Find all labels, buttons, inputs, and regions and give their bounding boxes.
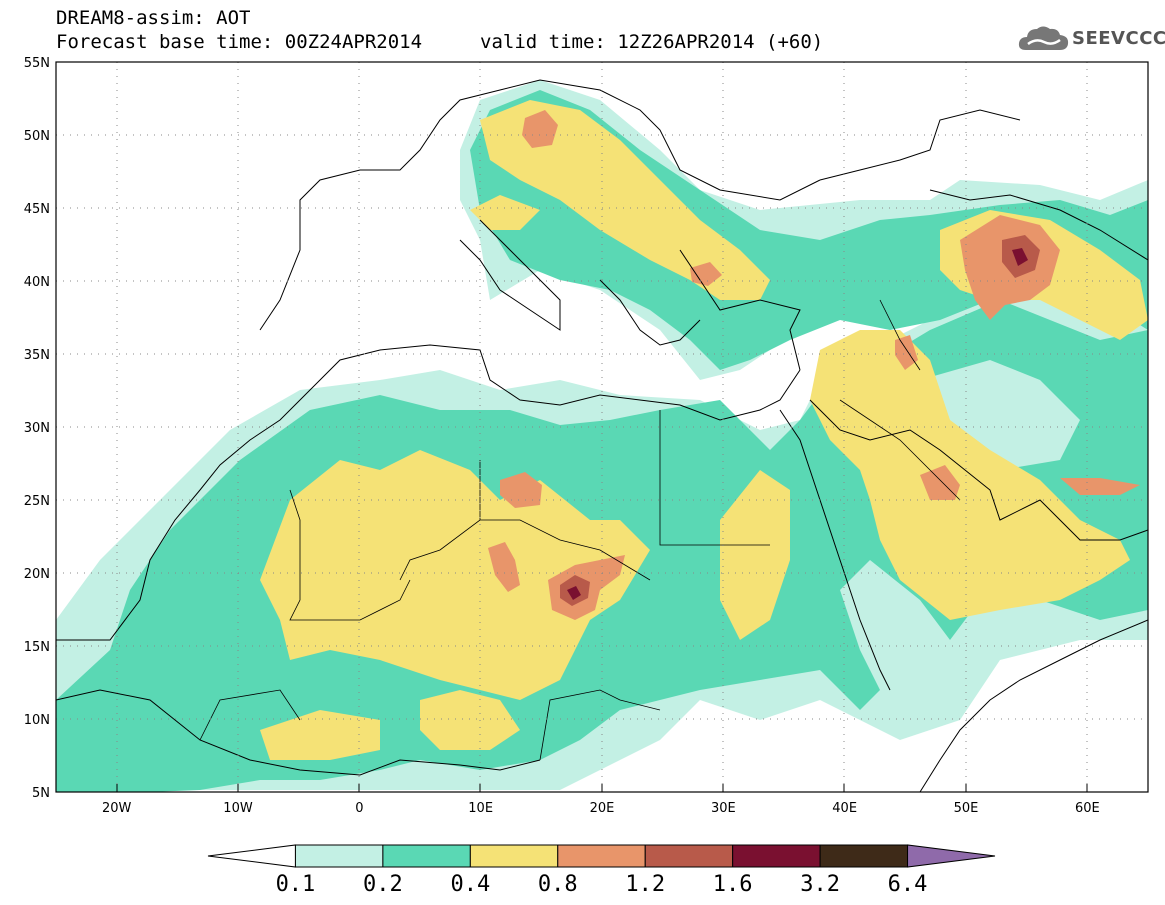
colorbar-level-label: 6.4 <box>887 872 928 897</box>
lon-label: 10E <box>468 801 493 816</box>
seevccc-logo: SEEVCCC <box>1018 24 1165 54</box>
colorbar-level-label: 0.4 <box>450 872 491 897</box>
lat-label: 45N <box>24 202 50 217</box>
colorbar-swatch <box>819 844 909 868</box>
base-time: Forecast base time: 00Z24APR2014 <box>56 31 423 53</box>
coastlines <box>56 79 1148 792</box>
lon-label: 50E <box>954 801 979 816</box>
lat-label: 25N <box>24 494 50 509</box>
colorbar-level-label: 1.6 <box>712 872 753 897</box>
cloud-icon <box>1018 26 1069 50</box>
lat-label: 55N <box>24 56 50 71</box>
lon-label: 0 <box>355 801 363 816</box>
aot-contours <box>56 62 1148 792</box>
tick-marks <box>116 784 1088 792</box>
lon-label: 60E <box>1075 801 1100 816</box>
colorbar-arrow-high <box>907 844 996 868</box>
lat-label: 30N <box>24 421 50 436</box>
lon-label: 10W <box>223 801 253 816</box>
colorbar-swatch <box>382 844 471 868</box>
colorbar-level-label: 0.8 <box>537 872 578 897</box>
latitude-labels: 55N 50N 45N 40N 35N 30N 25N 20N 15N 10N 5N <box>24 56 50 801</box>
colorbar <box>207 844 996 868</box>
lon-label: 40E <box>832 801 857 816</box>
colorbar-swatch <box>732 844 821 868</box>
colorbar-swatch <box>294 844 384 868</box>
lat-label: 40N <box>24 275 50 290</box>
map-title: DREAM8-assim: AOT <box>56 7 251 29</box>
colorbar-swatch <box>644 844 734 868</box>
gridlines <box>56 62 1148 792</box>
colorbar-swatch <box>469 844 559 868</box>
lat-label: 15N <box>24 640 50 655</box>
lat-label: 20N <box>24 567 50 582</box>
logo-text: SEEVCCC <box>1072 28 1165 49</box>
colorbar-level-label: 0.1 <box>275 872 316 897</box>
lat-label: 10N <box>24 713 50 728</box>
lon-label: 20E <box>590 801 615 816</box>
forecast-times: Forecast base time: 00Z24APR2014 valid ti… <box>56 32 823 52</box>
lat-label: 35N <box>24 348 50 363</box>
lon-label: 30E <box>711 801 736 816</box>
contour-1.6 <box>567 248 1028 600</box>
lon-label: 20W <box>102 801 132 816</box>
colorbar-level-label: 3.2 <box>800 872 840 897</box>
colorbar-arrow-low <box>207 844 296 868</box>
colorbar-level-label: 0.2 <box>363 872 403 897</box>
valid-time: valid time: 12Z26APR2014 (+60) <box>480 31 824 53</box>
colorbar-level-label: 1.2 <box>625 872 666 897</box>
lat-label: 50N <box>24 129 50 144</box>
longitude-labels: 20W 10W 0 10E 20E 30E 40E 50E 60E <box>102 801 1100 816</box>
colorbar-swatch <box>557 844 646 868</box>
lat-label: 5N <box>32 786 50 801</box>
